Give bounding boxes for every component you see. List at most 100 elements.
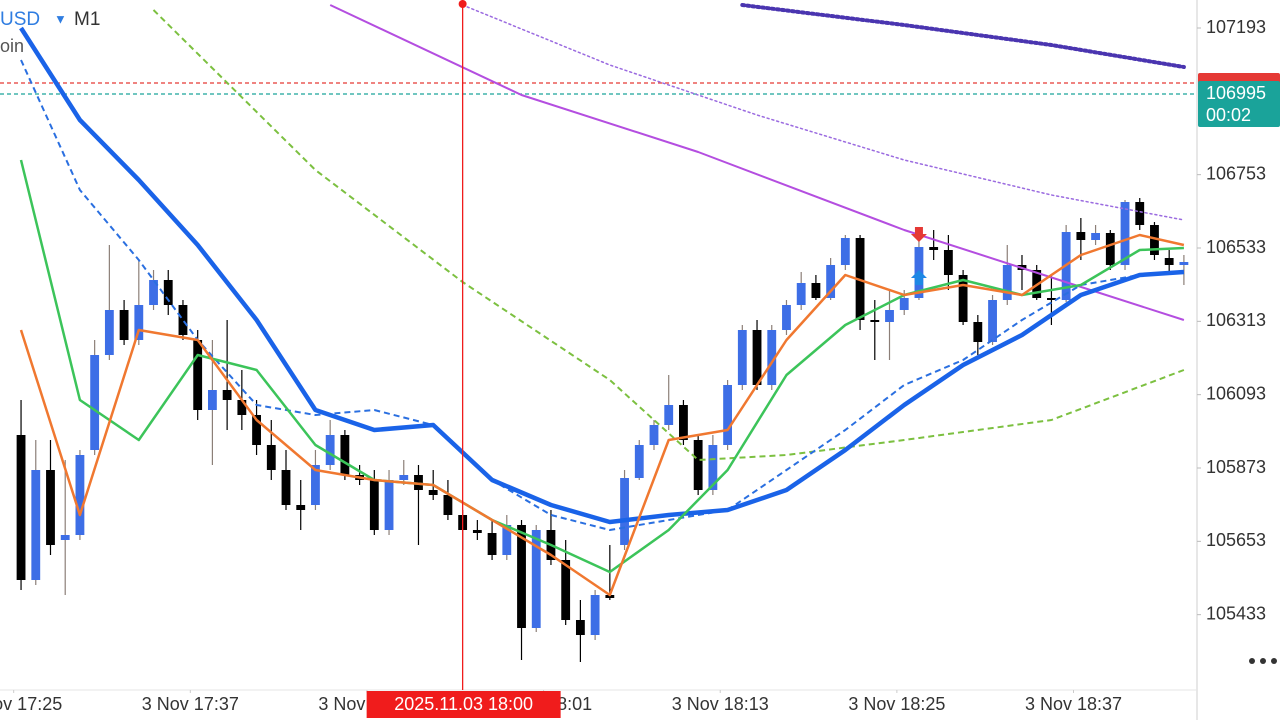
candle-body: [826, 265, 836, 298]
crosshair-label-box: [366, 691, 561, 718]
candle-body: [472, 530, 482, 533]
candle-body: [134, 305, 144, 340]
candle-body: [988, 300, 997, 342]
symbol[interactable]: USD: [0, 9, 40, 30]
candle-body: [1047, 298, 1056, 300]
candle-body: [340, 435, 350, 475]
indicator-line: [19, 159, 1184, 574]
candle-body: [767, 330, 777, 385]
more-button[interactable]: [1249, 658, 1277, 664]
x-tick-label: 3 Nov 18:13: [672, 694, 769, 714]
candle-body: [929, 247, 939, 250]
candle-body: [885, 310, 894, 322]
candle-body: [870, 320, 880, 322]
crosshair-dot: [458, 0, 467, 8]
axes: 107193 106753 106533 106313 106093 105873 1056…: [0, 17, 1280, 718]
candle-body: [634, 445, 644, 478]
x-tick-label: 3 Nov 18:37: [1025, 694, 1122, 714]
candle-body: [487, 533, 497, 555]
indicator-line: [461, 4, 1185, 221]
candle-body: [222, 390, 232, 400]
candle-body: [90, 355, 100, 450]
candle-body: [1002, 265, 1012, 300]
symbol-dropdown-icon[interactable]: ▼: [54, 11, 67, 26]
candle-body: [46, 470, 55, 545]
timeframe[interactable]: M1: [74, 9, 100, 30]
candle-body: [620, 478, 629, 545]
candle-body: [252, 415, 261, 445]
y-tick-label: 105873: [1206, 457, 1266, 477]
y-tick-label: 106093: [1206, 383, 1266, 403]
candle-body: [1150, 225, 1159, 255]
candle-body: [899, 298, 909, 310]
candle-body: [811, 283, 821, 298]
candle-body: [443, 495, 453, 515]
candle-body: [679, 405, 688, 440]
candle-body: [737, 330, 747, 385]
candle-body: [752, 330, 762, 385]
candle-body: [399, 475, 409, 480]
candle-body: [75, 455, 85, 535]
candle-body: [16, 435, 26, 580]
dot-icon: [1271, 658, 1277, 664]
plot-area: [0, 3, 1197, 662]
y-tick-label: 107193: [1206, 17, 1266, 37]
y-tick-label: 106533: [1206, 237, 1266, 257]
candle-body: [60, 535, 70, 540]
crosshair-label: 2025.11.03 18:00: [394, 694, 533, 714]
candle-body: [369, 480, 379, 530]
subtitle: oin: [0, 36, 24, 56]
candle-body: [1076, 232, 1086, 240]
y-tick-label: 106753: [1206, 163, 1266, 183]
candle-body: [649, 425, 659, 445]
indicator-line: [19, 26, 1185, 525]
y-tick-label: 105433: [1206, 603, 1266, 623]
indicator-line: [152, 9, 1185, 461]
x-tick-label: 3 Nov 17:25: [0, 694, 62, 714]
signal-arrow: [910, 270, 927, 285]
candle-body: [796, 283, 806, 305]
current-price-label: 106995: [1206, 83, 1266, 103]
candle-body: [311, 465, 320, 505]
candle-body: [1091, 233, 1100, 240]
candle-body: [605, 595, 615, 598]
candle-body: [428, 490, 438, 495]
candle-body: [296, 505, 306, 510]
indicator-line: [20, 59, 1184, 531]
candle-body: [840, 238, 850, 265]
candle-body: [207, 390, 217, 410]
candle-body: [325, 435, 335, 465]
candle-body: [517, 525, 526, 628]
y-tick-label: 106313: [1206, 310, 1266, 330]
dot-icon: [1260, 658, 1266, 664]
candle-body: [590, 595, 600, 635]
candle-body: [943, 250, 953, 275]
signal-arrow: [910, 227, 927, 242]
candle-body: [561, 560, 571, 620]
candle-body: [1120, 202, 1130, 265]
candle-body: [708, 445, 718, 490]
candle-body: [266, 445, 276, 470]
candle-body: [723, 385, 733, 445]
candle-body: [502, 525, 512, 555]
candle-body: [1135, 202, 1145, 225]
candle-body: [1105, 233, 1115, 265]
current-price-box: [1198, 81, 1280, 127]
candle-body: [149, 280, 158, 305]
y-tick-label: 105653: [1206, 530, 1266, 550]
candle-body: [575, 620, 585, 635]
candle-body: [163, 280, 173, 305]
indicator-line: [740, 3, 1186, 69]
indicator-line: [19, 233, 1185, 597]
candle-body: [664, 405, 674, 425]
candle-body: [104, 310, 114, 355]
candle-body: [237, 400, 247, 415]
candle-body: [281, 470, 291, 505]
x-tick-label: 3 Nov 18:25: [848, 694, 945, 714]
candle-body: [1164, 258, 1174, 265]
candle-body: [973, 322, 983, 342]
candle-body: [119, 310, 129, 340]
